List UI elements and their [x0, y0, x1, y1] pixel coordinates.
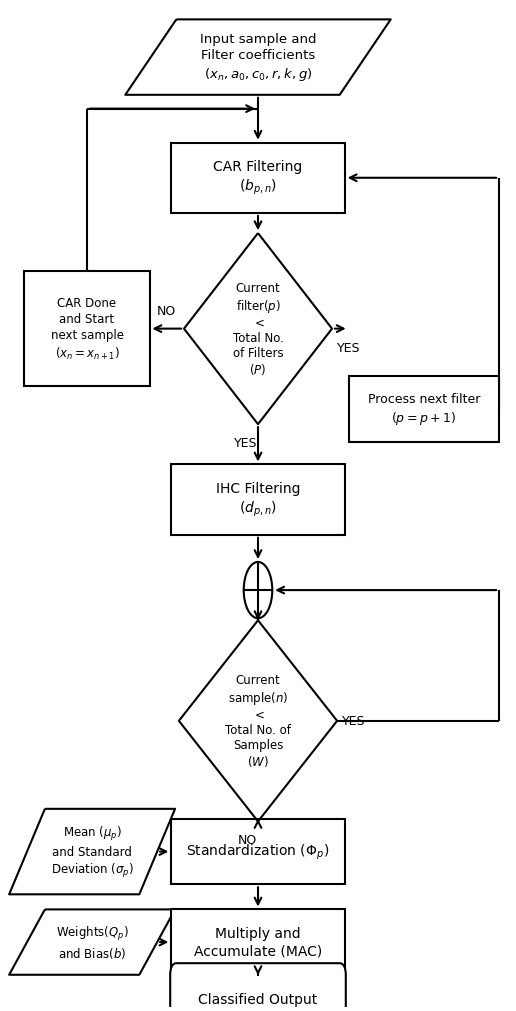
- Text: Current
filter$(p)$
$<$
Total No.
of Filters
$(P)$: Current filter$(p)$ $<$ Total No. of Fil…: [233, 282, 283, 377]
- Text: CAR Done
and Start
next sample
$(x_n = x_{n+1})$: CAR Done and Start next sample $(x_n = x…: [51, 297, 123, 362]
- Bar: [24, 272, 150, 387]
- Text: Current
sample$(n)$
$<$
Total No. of
Samples
$(W)$: Current sample$(n)$ $<$ Total No. of Sam…: [225, 673, 291, 768]
- Text: IHC Filtering
$(d_{p,n})$: IHC Filtering $(d_{p,n})$: [216, 481, 300, 519]
- Bar: [171, 910, 345, 975]
- Text: CAR Filtering
$(b_{p,n})$: CAR Filtering $(b_{p,n})$: [214, 160, 302, 197]
- Text: Mean $(\mu_p)$
and Standard
Deviation $(\sigma_p)$: Mean $(\mu_p)$ and Standard Deviation $(…: [51, 824, 134, 880]
- Bar: [171, 465, 345, 535]
- Text: YES: YES: [233, 437, 257, 450]
- Bar: [349, 377, 499, 443]
- Circle shape: [244, 562, 272, 619]
- Bar: [171, 144, 345, 213]
- Text: Standardization $(\Phi_p)$: Standardization $(\Phi_p)$: [186, 842, 330, 861]
- Text: NO: NO: [157, 304, 176, 317]
- Text: Input sample and
Filter coefficients
$(x_n, a_0, c_0, r, k, g)$: Input sample and Filter coefficients $(x…: [200, 33, 316, 83]
- Bar: [171, 819, 345, 885]
- Text: YES: YES: [342, 715, 366, 728]
- Text: Classified Output: Classified Output: [198, 993, 318, 1006]
- Polygon shape: [179, 621, 337, 822]
- Polygon shape: [184, 234, 332, 425]
- Text: Process next filter
$(p = p+1)$: Process next filter $(p = p+1)$: [368, 393, 480, 427]
- FancyBboxPatch shape: [170, 963, 346, 1011]
- Text: NO: NO: [238, 834, 257, 846]
- Text: YES: YES: [337, 342, 361, 354]
- Text: Weights$(Q_p)$
and Bias$(b)$: Weights$(Q_p)$ and Bias$(b)$: [56, 924, 128, 960]
- Text: Multiply and
Accumulate (MAC): Multiply and Accumulate (MAC): [194, 926, 322, 957]
